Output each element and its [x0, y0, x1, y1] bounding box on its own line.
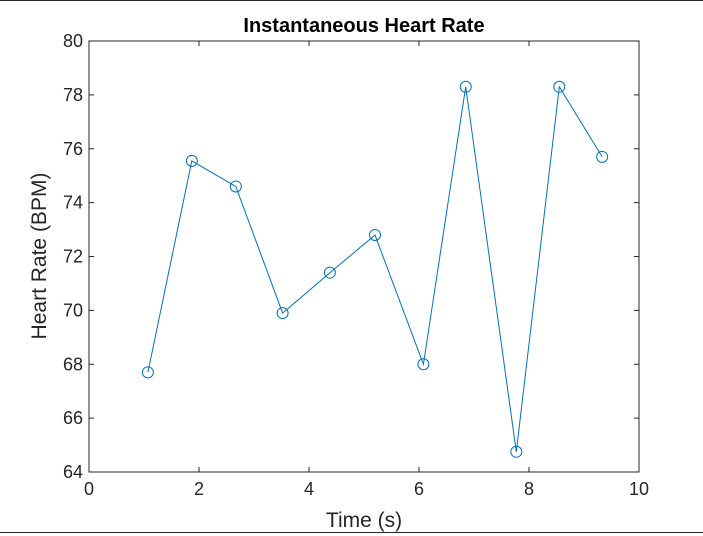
y-tick-label: 64: [63, 462, 83, 482]
x-tick-label: 2: [194, 479, 204, 499]
x-axis-label: Time (s): [326, 509, 402, 532]
data-point: [510, 445, 523, 458]
y-tick-label: 80: [63, 31, 83, 51]
data-point: [141, 366, 154, 379]
series-layer: [141, 80, 609, 458]
x-tick-label: 0: [84, 479, 94, 499]
y-tick-label: 74: [63, 193, 83, 213]
data-point: [417, 358, 430, 371]
chart-title: Instantaneous Heart Rate: [243, 15, 484, 37]
y-tick-label: 72: [63, 247, 83, 267]
y-tick-label: 76: [63, 139, 83, 159]
y-tick-label: 78: [63, 85, 83, 105]
data-point: [229, 180, 242, 193]
y-tick-label: 66: [63, 408, 83, 428]
y-tick-label: 68: [63, 354, 83, 374]
x-tick-label: 8: [524, 479, 534, 499]
x-tick-label: 6: [414, 479, 424, 499]
y-tick-label: 70: [63, 300, 83, 320]
x-tick-label: 10: [629, 479, 649, 499]
data-point: [369, 228, 381, 241]
data-point: [323, 266, 336, 279]
data-point: [553, 80, 566, 93]
axis-ticks: [88, 40, 640, 473]
data-point: [185, 154, 198, 167]
data-point: [596, 150, 609, 163]
x-tick-label: 4: [304, 479, 314, 499]
series-line: [147, 85, 603, 452]
y-axis-label: Heart Rate (BPM): [28, 173, 51, 340]
data-point: [276, 307, 289, 320]
data-point: [459, 80, 472, 93]
